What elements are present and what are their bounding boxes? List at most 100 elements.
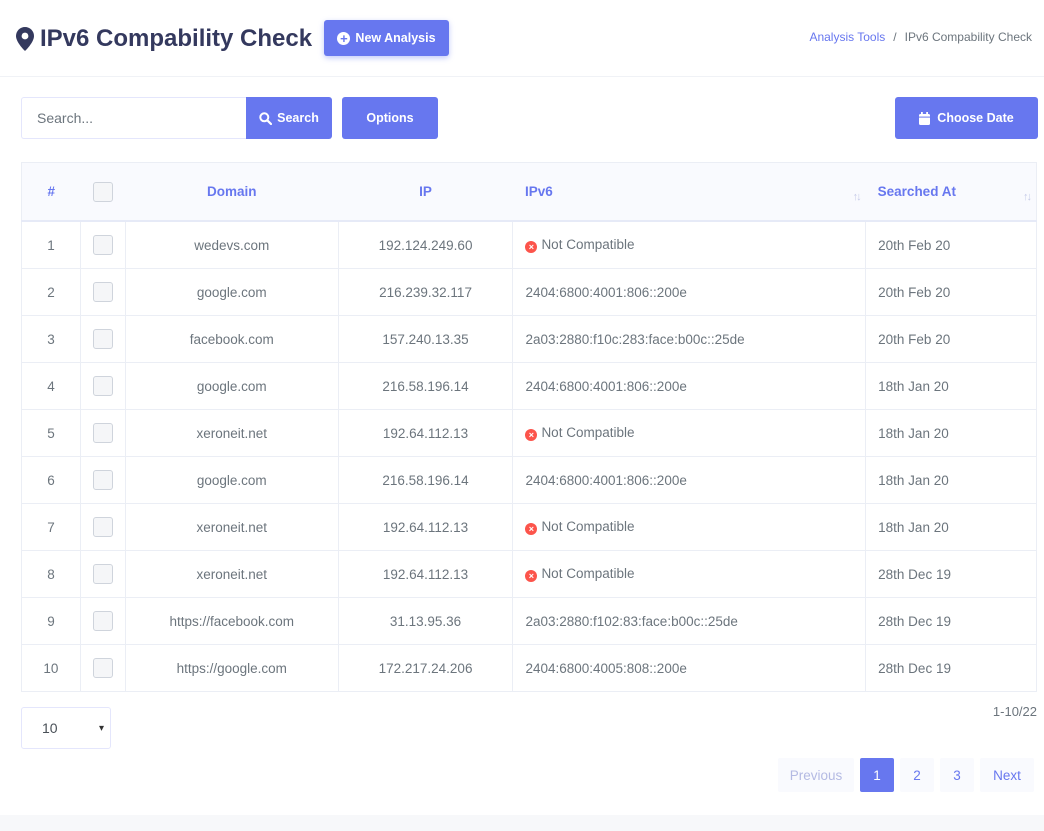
- row-checkbox[interactable]: [92, 235, 113, 255]
- cell-ip: 157.240.13.35: [337, 315, 514, 363]
- cell-number: 1: [21, 220, 81, 269]
- new-analysis-label: New Analysis: [355, 31, 436, 45]
- per-page-value: 10: [42, 720, 58, 736]
- page-header: IPv6 Compability Check + New Analysis An…: [0, 0, 1044, 77]
- times-circle-icon: ×: [525, 429, 538, 441]
- pagination-page-3[interactable]: 3: [940, 758, 974, 792]
- cell-ipv6: × Not Compatible: [512, 409, 867, 457]
- cell-select: [79, 362, 126, 410]
- plus-circle-icon: +: [337, 31, 351, 45]
- pagination-range: 1-10/22: [992, 704, 1037, 719]
- pagination: Previous 1 2 3 Next: [778, 758, 1034, 792]
- pagination-previous[interactable]: Previous: [778, 758, 854, 792]
- cell-searched-at: 28th Dec 19: [865, 550, 1037, 598]
- search-group: Search: [21, 97, 332, 139]
- page-title-text: IPv6 Compability Check: [40, 25, 313, 52]
- cell-select: [79, 409, 126, 457]
- row-checkbox[interactable]: [92, 611, 113, 631]
- sort-icon: ↑↓: [1023, 191, 1032, 203]
- choose-date-label: Choose Date: [937, 111, 1014, 125]
- cell-select: [79, 268, 126, 316]
- map-marker-icon: [16, 27, 34, 51]
- table-row: 8 xeroneit.net 192.64.112.13 × Not Compatibl…: [21, 550, 1037, 598]
- cell-ip: 216.58.196.14: [337, 362, 514, 410]
- ipv6-address: 2a03:2880:f10c:283:face:b00c::25de: [525, 331, 745, 347]
- table-row: 6 google.com 216.58.196.14 2404:6800:4001:8…: [21, 456, 1037, 504]
- row-checkbox[interactable]: [92, 329, 113, 349]
- cell-domain: https://facebook.com: [124, 597, 339, 645]
- ipv6-address: 2404:6800:4001:806::200e: [525, 284, 687, 300]
- row-checkbox[interactable]: [92, 564, 113, 584]
- table-row: 2 google.com 216.239.32.117 2404:6800:4001:…: [21, 268, 1037, 316]
- breadcrumb-analysis-tools[interactable]: Analysis Tools: [809, 30, 886, 44]
- cell-ip: 192.64.112.13: [337, 409, 514, 457]
- cell-select: [79, 220, 126, 269]
- cell-searched-at: 18th Jan 20: [865, 409, 1037, 457]
- cell-domain: xeroneit.net: [124, 550, 339, 598]
- results-table: # Domain IP IPv6 ↑↓ Searched At ↑↓ 1 wede…: [21, 162, 1037, 692]
- search-icon: [259, 111, 273, 125]
- cell-domain: wedevs.com: [124, 220, 339, 269]
- cell-select: [79, 644, 126, 692]
- column-header-domain: Domain: [125, 162, 339, 222]
- sort-icon: ↑↓: [852, 191, 862, 203]
- cell-ipv6: × Not Compatible: [512, 550, 867, 598]
- cell-ipv6: 2a03:2880:f102:83:face:b00c::25de: [512, 597, 867, 645]
- row-checkbox[interactable]: [92, 470, 113, 490]
- search-input[interactable]: [21, 97, 246, 139]
- times-circle-icon: ×: [525, 523, 538, 535]
- search-button[interactable]: Search: [246, 97, 332, 139]
- table-row: 7 xeroneit.net 192.64.112.13 × Not Compatibl…: [21, 503, 1037, 551]
- pagination-page-1[interactable]: 1: [860, 758, 894, 792]
- ipv6-address: 2404:6800:4001:806::200e: [525, 472, 687, 488]
- cell-number: 9: [21, 597, 81, 645]
- cell-ip: 31.13.95.36: [337, 597, 514, 645]
- select-all-checkbox[interactable]: [92, 181, 113, 202]
- column-header-select: [80, 162, 126, 222]
- row-checkbox[interactable]: [92, 517, 113, 537]
- options-button[interactable]: Options: [342, 97, 438, 139]
- chevron-down-icon: ▾: [98, 722, 104, 734]
- cell-ipv6: 2404:6800:4001:806::200e: [512, 456, 867, 504]
- table-row: 5 xeroneit.net 192.64.112.13 × Not Compatibl…: [21, 409, 1037, 457]
- table-row: 3 facebook.com 157.240.13.35 2a03:2880:f10c…: [21, 315, 1037, 363]
- cell-ipv6: 2404:6800:4005:808::200e: [512, 644, 867, 692]
- row-checkbox[interactable]: [92, 658, 113, 678]
- cell-searched-at: 20th Feb 20: [865, 220, 1037, 269]
- column-header-searched-at[interactable]: Searched At ↑↓: [865, 162, 1037, 222]
- not-compatible-label: Not Compatible: [541, 237, 635, 252]
- cell-searched-at: 18th Jan 20: [865, 362, 1037, 410]
- cell-ip: 192.64.112.13: [337, 503, 514, 551]
- cell-ip: 192.124.249.60: [337, 220, 514, 269]
- footer-strip: [0, 815, 1044, 831]
- table-row: 10 https://google.com 172.217.24.206 2404:6…: [21, 644, 1037, 692]
- not-compatible-label: Not Compatible: [541, 425, 635, 440]
- choose-date-button[interactable]: Choose Date: [895, 97, 1038, 139]
- breadcrumb: Analysis Tools / IPv6 Compability Check: [809, 30, 1032, 44]
- not-compatible-label: Not Compatible: [541, 566, 635, 581]
- row-checkbox[interactable]: [92, 282, 113, 302]
- column-header-ip: IP: [338, 162, 513, 222]
- cell-number: 2: [21, 268, 81, 316]
- pagination-page-2[interactable]: 2: [900, 758, 934, 792]
- per-page-select[interactable]: 10 ▾: [21, 707, 111, 749]
- cell-domain: https://google.com: [124, 644, 339, 692]
- column-header-ipv6[interactable]: IPv6 ↑↓: [512, 162, 866, 222]
- breadcrumb-current: IPv6 Compability Check: [904, 30, 1032, 44]
- cell-select: [79, 315, 126, 363]
- page-title: IPv6 Compability Check: [16, 22, 312, 56]
- row-checkbox[interactable]: [92, 376, 113, 396]
- breadcrumb-separator: /: [893, 30, 897, 44]
- new-analysis-button[interactable]: + New Analysis: [324, 20, 449, 56]
- cell-number: 7: [21, 503, 81, 551]
- row-checkbox[interactable]: [92, 423, 113, 443]
- column-header-ipv6-label: IPv6: [524, 184, 553, 199]
- cell-ipv6: 2404:6800:4001:806::200e: [512, 362, 867, 410]
- cell-searched-at: 18th Jan 20: [865, 503, 1037, 551]
- table-row: 4 google.com 216.58.196.14 2404:6800:4001:8…: [21, 362, 1037, 410]
- pagination-next[interactable]: Next: [980, 758, 1034, 792]
- cell-searched-at: 18th Jan 20: [865, 456, 1037, 504]
- cell-searched-at: 20th Feb 20: [865, 315, 1037, 363]
- search-button-label: Search: [277, 111, 319, 125]
- cell-number: 5: [21, 409, 81, 457]
